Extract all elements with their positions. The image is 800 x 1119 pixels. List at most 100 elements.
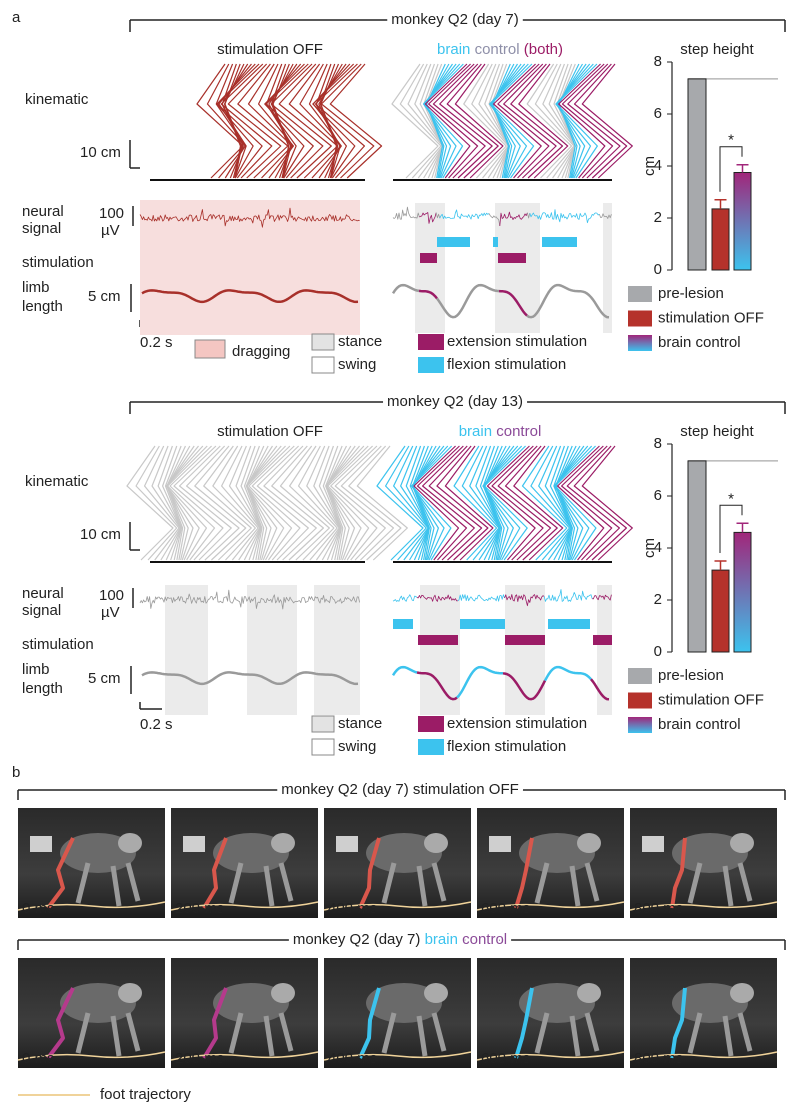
stick-figure (169, 445, 216, 561)
stick-figure (439, 63, 493, 179)
stick-figure (513, 445, 564, 561)
monkey-legs (228, 862, 294, 907)
neural-trace (392, 206, 420, 220)
stick-figure (555, 445, 573, 561)
stick-figure (288, 63, 339, 179)
stimulation-bar (393, 619, 413, 629)
stick-figure (482, 445, 501, 561)
stick-figure (425, 63, 450, 179)
stick-figure (555, 63, 594, 179)
legend-swatch (628, 335, 652, 351)
foot-trajectory (323, 901, 472, 911)
legend-label: stance (338, 333, 382, 350)
stick-figure (325, 445, 365, 561)
background-object (30, 836, 52, 852)
limb-overlay (670, 987, 687, 1059)
stick-figure (157, 445, 182, 561)
scale-label: 10 cm (80, 526, 121, 543)
legend-label: stimulation OFF (658, 691, 764, 708)
stick-figure (143, 445, 180, 561)
title-part: (both) (524, 41, 563, 58)
monkey-body (519, 833, 595, 873)
title-part: control (462, 931, 507, 948)
stick-figure (554, 445, 585, 561)
stick-figure (414, 63, 444, 179)
stick-figure (329, 63, 383, 179)
stance-shade (314, 585, 360, 715)
limb-trace (418, 289, 438, 300)
stick-figure (410, 445, 449, 561)
stick-figure (330, 445, 378, 561)
limb-trace (435, 283, 500, 319)
stick-figure (581, 445, 633, 561)
stimulation-bar (493, 237, 498, 247)
stick-figure (521, 445, 568, 561)
stick-figure (313, 445, 341, 561)
stick-figure (538, 445, 572, 561)
stick-figure (278, 63, 332, 179)
stimulation-bar (542, 237, 577, 247)
stick-figure (421, 445, 475, 561)
monkey-legs (228, 1012, 294, 1057)
monkey-head (424, 983, 448, 1003)
stick-figure (483, 445, 511, 561)
stick-figure (206, 63, 246, 179)
title-part: monkey Q2 (day 7) stimulation OFF (281, 781, 519, 798)
stick-figure (312, 63, 356, 179)
title-part: control (475, 41, 520, 58)
stick-figure (340, 445, 395, 561)
neural-trace (139, 207, 360, 228)
panel-title: monkey Q2 (day 7) (391, 11, 519, 28)
title-part: brain (437, 41, 470, 58)
stick-figure (178, 445, 232, 561)
stick-figure (419, 63, 444, 179)
bar (687, 78, 707, 271)
stick-figure (555, 445, 581, 561)
stance-shade (247, 585, 297, 715)
stick-figure (257, 63, 295, 179)
stick-figure (166, 445, 187, 561)
stick-figure (463, 63, 507, 179)
row-label: limb (22, 661, 50, 678)
title-part: brain (425, 931, 458, 948)
stick-figure (194, 445, 247, 561)
stick-figure (166, 445, 204, 561)
stance-shade (603, 203, 612, 333)
stick-figure (165, 445, 199, 561)
stimulation-bar (505, 635, 545, 645)
stick-figure (235, 445, 262, 561)
stick-figure (492, 63, 515, 179)
stick-figure (167, 445, 208, 561)
axis-label: cm (641, 538, 658, 558)
stick-figure (553, 445, 589, 561)
stick-figure (483, 445, 528, 561)
stick-figure (553, 445, 593, 561)
legend-swatch (628, 717, 652, 733)
monkey-legs (381, 862, 447, 907)
row-label: stimulation (22, 636, 94, 653)
foot-trajectory (629, 1051, 778, 1061)
legend-swatch (311, 356, 335, 374)
stimulation-bar (498, 253, 526, 263)
row-label: signal (22, 602, 61, 619)
legend-swatch (418, 716, 444, 732)
stick-figure (484, 63, 510, 179)
stick-figure (482, 445, 523, 561)
scale-label: 100 (99, 205, 124, 222)
stick-figure (432, 63, 486, 179)
y-tick-label: 8 (654, 53, 662, 70)
stick-figure (518, 63, 569, 179)
foot-trajectory (170, 901, 319, 911)
error-bar (714, 199, 727, 209)
stick-figure (503, 63, 557, 179)
foot-trajectory (476, 1051, 625, 1061)
stick-figure (215, 63, 246, 179)
stick-figure (482, 445, 515, 561)
monkey-legs (534, 1012, 600, 1057)
stick-figure (471, 63, 509, 179)
monkey-head (118, 833, 142, 853)
legend-swatch (628, 286, 652, 302)
stick-figure (325, 445, 360, 561)
stick-figure (424, 63, 453, 179)
scale-label: µV (101, 604, 120, 621)
